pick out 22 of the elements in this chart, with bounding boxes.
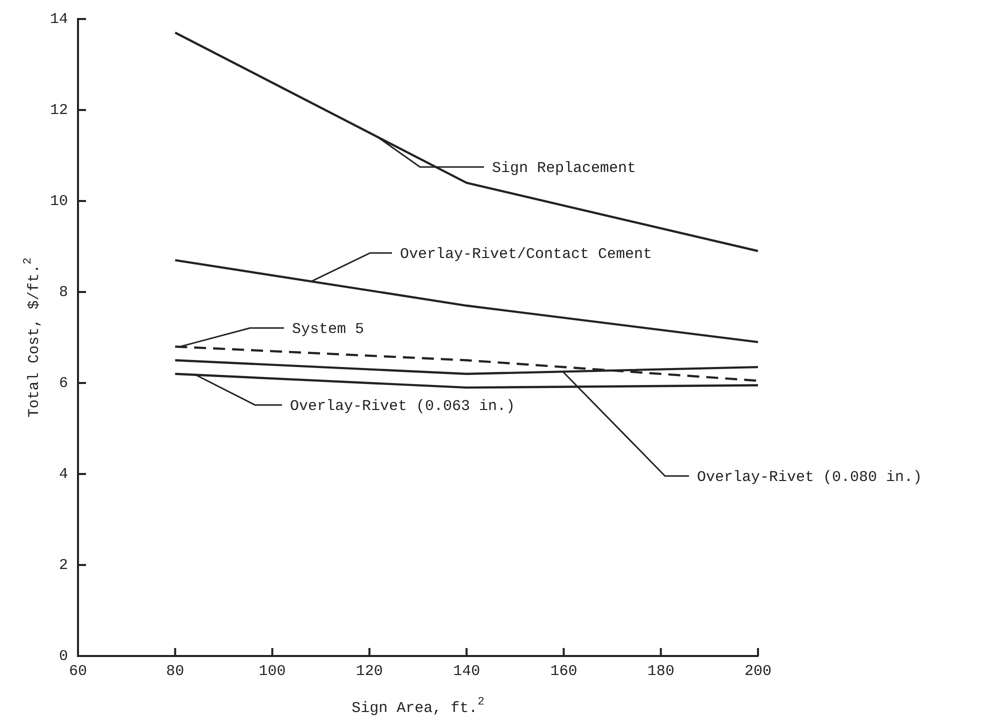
x-tick-label: 180 (647, 662, 674, 680)
series-label: System 5 (292, 321, 364, 338)
y-tick-label: 12 (50, 102, 68, 119)
y-tick-label: 6 (58, 374, 68, 392)
x-tick-label: 60 (68, 662, 88, 680)
y-tick-label: 10 (50, 192, 68, 210)
y-tick-label: 8 (58, 284, 68, 301)
x-tick-label: 100 (258, 662, 286, 680)
x-tick-label: 120 (356, 662, 383, 680)
y-tick-label: 0 (58, 648, 68, 665)
text: Overlay-Rivet/Contact Cement (400, 246, 652, 263)
x-tick-label: 160 (550, 662, 578, 680)
y-tick-label: 4 (58, 466, 68, 483)
x-tick-label: 200 (744, 662, 772, 680)
y-tick-label: 14 (50, 10, 68, 28)
y-tick-label: 2 (58, 556, 68, 574)
series-label: Overlay-Rivet (0.063 in.) (290, 398, 516, 415)
x-tick-label: 80 (166, 662, 184, 680)
x-tick-label: 140 (453, 662, 480, 680)
y-axis-title: Total Cost, $/ft.2 (22, 258, 43, 418)
series-label: Sign Replacement (492, 160, 636, 177)
text: Overlay-Rivet (0.080 in.) (697, 469, 922, 486)
